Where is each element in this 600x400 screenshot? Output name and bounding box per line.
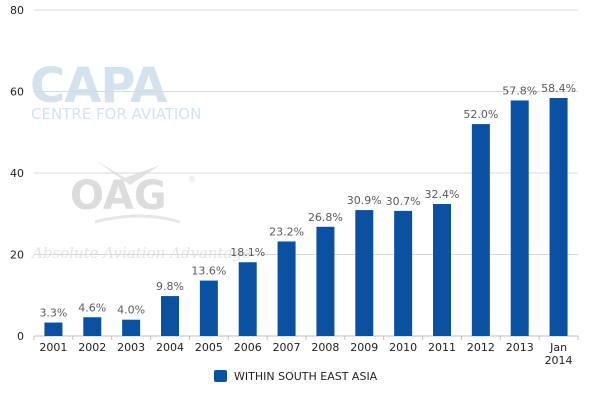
bar [83,317,102,336]
x-tick-label: 2004 [156,341,184,354]
x-tick-label: 2012 [467,341,495,354]
legend-label: WITHIN SOUTH EAST ASIA [234,370,378,383]
bar [44,322,63,336]
data-label: 23.2% [269,225,304,238]
data-label: 52.0% [463,108,498,121]
x-tick-label: 2003 [117,341,145,354]
bar [510,100,529,336]
data-label: 4.6% [78,301,106,314]
data-label: 13.6% [191,265,226,278]
x-tick-label: 2010 [389,341,417,354]
watermark-group: CAPA CENTRE FOR AVIATION OAG ® Absolute … [30,58,251,262]
legend-swatch [214,370,227,382]
data-label: 30.9% [347,194,382,207]
data-label: 4.0% [117,304,145,317]
x-tick-label: 2001 [39,341,67,354]
registered-mark-icon: ® [188,175,196,184]
data-label: 58.4% [541,82,576,95]
capa-watermark-logo: CAPA [30,58,167,114]
x-tick-label: 2013 [506,341,534,354]
x-tick-label: 2008 [311,341,339,354]
data-labels: 3.3% 4.6% 4.0% 9.8% 13.6% 18.1% 23.2% 26.8% 30.9… [39,82,576,320]
bar [277,241,296,336]
bar [433,203,451,336]
bars [44,98,568,337]
x-tick-label: 2005 [195,341,223,354]
y-tick-label: 80 [10,4,24,17]
data-label: 30.7% [386,195,421,208]
data-label: 18.1% [230,246,265,259]
x-tick-label: 2002 [78,341,106,354]
x-axis-ticks: 2001 2002 2003 2004 2005 2006 2007 2008 2009 2010… [33,336,579,367]
bar [549,98,568,337]
bar [122,319,141,336]
x-tick-label: 2006 [234,341,262,354]
x-tick-label-line: 2014 [545,354,573,367]
y-axis-ticks: 0 20 40 60 80 [10,4,24,343]
data-label: 26.8% [308,211,343,224]
oag-watermark-tagline: Absolute Aviation Advantage [30,244,251,262]
bar [394,210,413,336]
x-tick-label: Jan 2014 [545,341,573,367]
x-tick-label: 2011 [428,341,456,354]
oag-underline-swoosh-icon [94,214,181,224]
y-tick-label: 0 [17,330,24,343]
bar [316,226,335,336]
data-label: 32.4% [425,188,460,201]
data-label: 3.3% [39,307,67,320]
bar [238,262,257,336]
bar [355,210,374,336]
oag-watermark-logo: OAG [70,173,167,219]
x-tick-label-line: Jan [549,341,567,354]
y-tick-label: 20 [10,249,24,262]
y-tick-label: 40 [10,167,24,180]
bar [471,124,490,336]
bar [161,296,179,336]
x-tick-label: 2009 [350,341,378,354]
legend: WITHIN SOUTH EAST ASIA [214,370,378,383]
x-tick-label: 2007 [273,341,301,354]
bar [199,280,218,336]
data-label: 57.8% [502,84,537,97]
y-tick-label: 60 [10,86,24,99]
data-label: 9.8% [156,280,184,293]
capa-watermark-tagline: CENTRE FOR AVIATION [31,105,201,123]
